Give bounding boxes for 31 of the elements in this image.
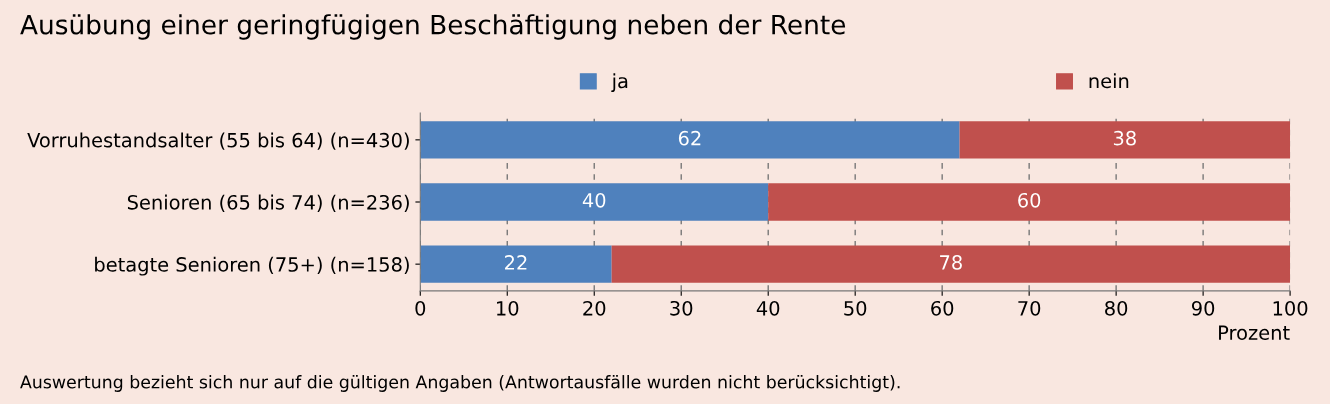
data-label: 62 bbox=[678, 130, 701, 146]
data-label: 38 bbox=[1113, 130, 1136, 146]
legend-label: ja bbox=[611, 73, 628, 93]
legend-label: nein bbox=[1089, 73, 1129, 89]
x-tick-label: 30 bbox=[670, 300, 693, 316]
chart-title: Ausübung einer geringfügigen Beschäftigung neben der Rente bbox=[20, 14, 846, 40]
bar bbox=[420, 121, 960, 159]
x-tick-label: 100 bbox=[1273, 300, 1308, 316]
y-tick-label: betagte Senioren (75+) (n=158) bbox=[95, 256, 409, 276]
bar bbox=[768, 183, 1291, 221]
y-tick-label: Senioren (65 bis 74) (n=236) bbox=[127, 194, 409, 212]
x-tick-label: 0 bbox=[415, 300, 426, 316]
x-tick-label: 80 bbox=[1105, 300, 1128, 316]
x-tick-label: 90 bbox=[1191, 300, 1215, 316]
x-tick-label: 10 bbox=[497, 300, 519, 316]
y-tick-label: Vorruhestandsalter (55 bis 64) (n=430) bbox=[27, 132, 409, 150]
x-axis-title: Prozent bbox=[1219, 325, 1290, 341]
data-label: 40 bbox=[582, 192, 606, 208]
data-label: 22 bbox=[505, 255, 527, 270]
data-label: 78 bbox=[940, 255, 962, 270]
x-tick-label: 50 bbox=[844, 300, 867, 316]
bar bbox=[959, 121, 1291, 159]
x-tick-label: 70 bbox=[1018, 300, 1041, 316]
text: Auswertung bezieht sich nur auf die gültigen Angaben (Antwortausfälle wurden nicht berücksichtigt). bbox=[20, 375, 900, 392]
bar bbox=[420, 183, 769, 221]
data-label: 60 bbox=[1018, 192, 1041, 208]
bar bbox=[420, 245, 612, 283]
bar bbox=[611, 245, 1291, 283]
x-tick-label: 60 bbox=[931, 300, 954, 316]
x-tick-label: 20 bbox=[583, 300, 606, 316]
x-tick-label: 40 bbox=[756, 300, 780, 316]
